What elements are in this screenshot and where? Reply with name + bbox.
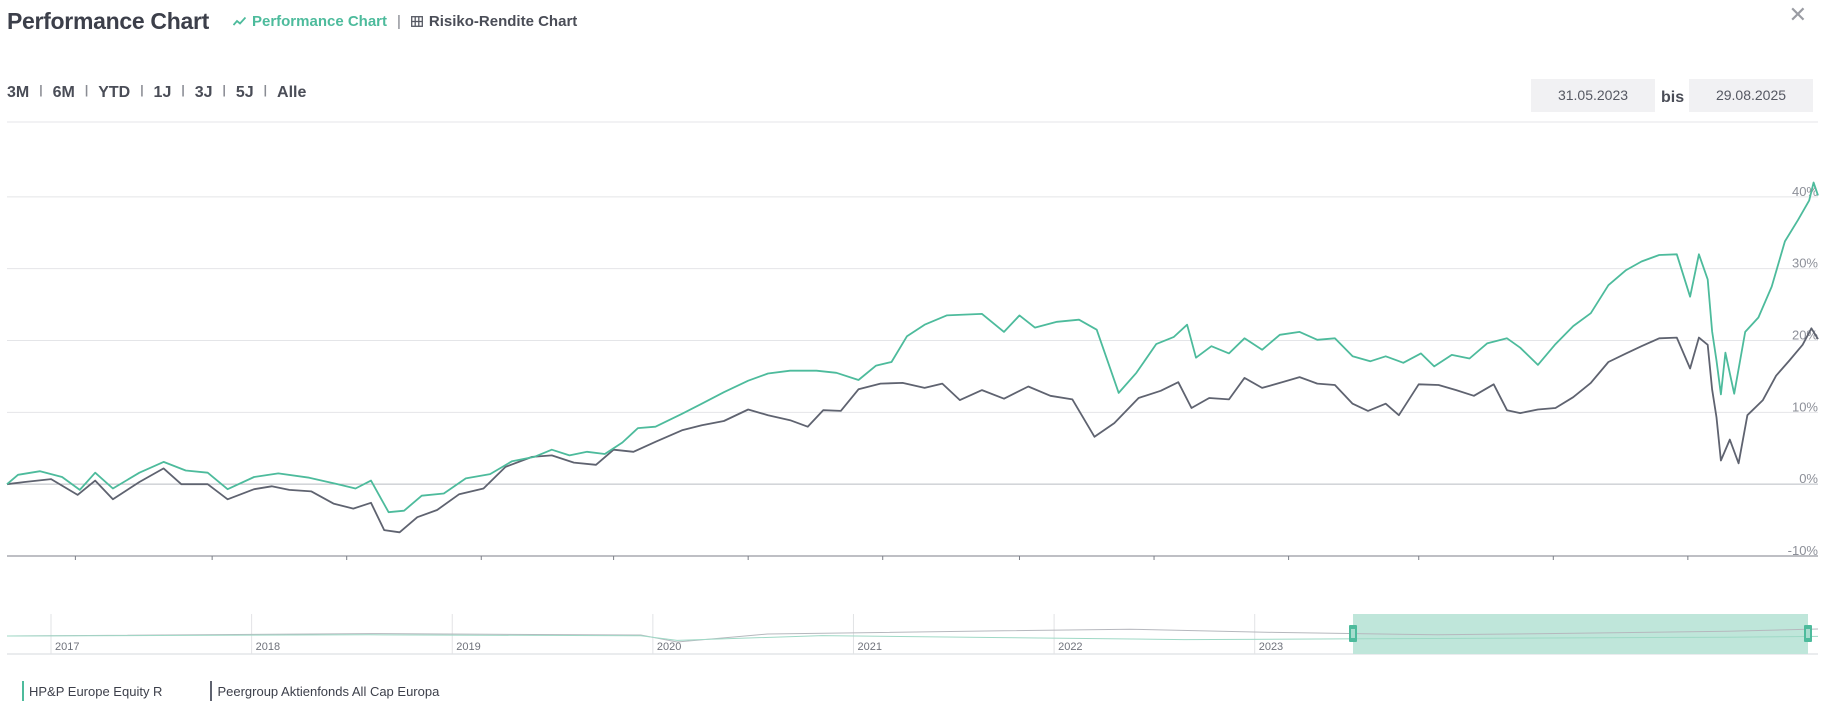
y-tick-label: -10% <box>1788 543 1819 558</box>
navigator-year-label: 2017 <box>55 641 79 653</box>
date-to-input[interactable] <box>1689 79 1813 112</box>
range-button-ytd[interactable]: YTD <box>98 84 131 101</box>
range-selector: 3M | 6M | YTD | 1J | 3J | 5J | Alle <box>7 83 307 102</box>
close-icon[interactable]: ✕ <box>1788 2 1807 27</box>
y-tick-label: 30% <box>1792 256 1818 271</box>
tab-performance-chart-label: Performance Chart <box>251 12 388 30</box>
navigator-year-label: 2022 <box>1058 641 1082 653</box>
navigator-series-fund <box>6 628 1819 643</box>
legend-label-peer: Peergroup Aktienfonds All Cap Europa <box>217 683 440 699</box>
y-tick-label: 0% <box>1799 471 1818 486</box>
grid-icon <box>410 15 423 27</box>
legend: HP&P Europe Equity R Peergroup Aktienfon… <box>22 681 487 701</box>
series-line-peer[interactable] <box>6 327 1819 534</box>
navigator-year-label: 2019 <box>456 641 480 653</box>
y-tick-label: 10% <box>1792 399 1818 414</box>
navigator-selection[interactable] <box>1353 614 1808 654</box>
range-button-alle[interactable]: Alle <box>277 84 307 101</box>
navigator-handle-right[interactable] <box>1804 625 1812 642</box>
range-button-1j[interactable]: 1J <box>153 84 172 101</box>
y-tick-label: 20% <box>1792 328 1818 343</box>
navigator-year-label: 2018 <box>256 641 280 653</box>
legend-item-peer[interactable]: Peergroup Aktienfonds All Cap Europa <box>210 681 439 701</box>
legend-swatch-fund <box>22 681 24 701</box>
range-separator: | <box>222 83 226 97</box>
performance-chart[interactable]: -10%0%10%20%30%40%Jul '23Sep '23Nov '23J… <box>0 120 1823 560</box>
header: Performance Chart Performance Chart | Ri… <box>7 4 577 38</box>
tab-risk-return-chart[interactable]: Risiko-Rendite Chart <box>410 12 578 30</box>
range-button-5j[interactable]: 5J <box>235 84 254 101</box>
page-title: Performance Chart <box>7 7 209 34</box>
tab-separator: | <box>397 12 401 30</box>
legend-item-fund[interactable]: HP&P Europe Equity R <box>22 681 162 701</box>
tab-risk-return-chart-label: Risiko-Rendite Chart <box>428 12 578 30</box>
tab-performance-chart[interactable]: Performance Chart <box>232 12 388 30</box>
range-separator: | <box>39 83 43 97</box>
range-separator: | <box>84 83 89 97</box>
navigator-year-label: 2023 <box>1259 641 1283 653</box>
range-button-6m[interactable]: 6M <box>52 84 75 101</box>
range-separator: | <box>181 83 185 97</box>
range-button-3m[interactable]: 3M <box>7 84 30 101</box>
legend-swatch-peer <box>210 681 213 701</box>
navigator-year-label: 2021 <box>857 641 881 653</box>
view-tabs: Performance Chart | Risiko-Rendite Chart <box>232 12 578 30</box>
legend-label-fund: HP&P Europe Equity R <box>29 683 163 699</box>
range-button-3j[interactable]: 3J <box>194 84 213 101</box>
navigator-handle-left[interactable] <box>1349 625 1357 642</box>
series-line-fund[interactable] <box>6 181 1819 514</box>
date-range-separator: bis <box>1661 89 1685 106</box>
date-from-input[interactable] <box>1531 79 1655 112</box>
range-navigator[interactable]: 201720182019202020212022202320242025 <box>0 610 1823 656</box>
range-separator: | <box>263 83 268 97</box>
range-separator: | <box>140 83 144 97</box>
navigator-series-peer <box>6 634 1819 641</box>
line-chart-icon <box>232 16 246 26</box>
navigator-year-label: 2020 <box>657 641 681 653</box>
